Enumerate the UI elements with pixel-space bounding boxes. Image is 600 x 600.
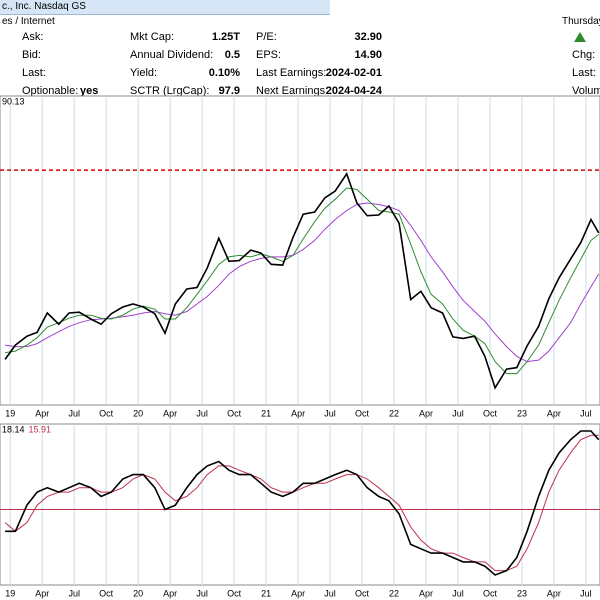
pane xyxy=(0,423,600,586)
pane xyxy=(0,95,600,406)
x-tick-label: 22 xyxy=(389,408,399,418)
label: Next Earnings: xyxy=(256,85,329,97)
x-tick-label: 21 xyxy=(261,588,271,598)
x-tick-label: Apr xyxy=(547,588,561,598)
value: 2024-04-24 xyxy=(325,85,382,97)
value: 2024-02-01 xyxy=(325,67,382,79)
readout: 15.91 xyxy=(29,424,52,434)
x-tick-label: Apr xyxy=(163,588,177,598)
x-tick-label: 23 xyxy=(517,588,527,598)
value: 32.90 xyxy=(354,31,382,43)
label: Ask: xyxy=(22,31,44,43)
title-bar xyxy=(0,0,330,15)
x-tick-label: Apr xyxy=(419,588,433,598)
x-tick-label: Oct xyxy=(483,408,498,418)
series-line xyxy=(5,187,600,375)
value: 1.25T xyxy=(211,31,240,43)
x-tick-label: Oct xyxy=(355,408,370,418)
x-tick-label: 20 xyxy=(133,408,143,418)
header: c., Inc. Nasdaq GS es / Internet Thursda… xyxy=(0,0,600,97)
x-tick-label: Jul xyxy=(196,588,208,598)
value: 97.9 xyxy=(218,85,240,97)
readout: 18.14 xyxy=(2,424,25,434)
day: Thursday xyxy=(562,16,600,27)
x-tick-label: Jul xyxy=(452,588,464,598)
x-tick-label: Jul xyxy=(324,408,336,418)
x-tick-label: Oct xyxy=(227,408,242,418)
label: Yield: xyxy=(130,67,158,79)
x-tick-label: 23 xyxy=(517,408,527,418)
x-tick-label: Apr xyxy=(547,408,561,418)
title: c., Inc. Nasdaq GS xyxy=(2,1,86,12)
label: Last: xyxy=(22,67,46,79)
series-line xyxy=(4,172,600,390)
x-tick-label: 22 xyxy=(389,588,399,598)
x-tick-label: Jul xyxy=(196,408,208,418)
label: Volum xyxy=(572,85,600,97)
x-tick-label: Apr xyxy=(291,588,305,598)
x-tick-label: Jul xyxy=(68,588,80,598)
label: SCTR (LrgCap): xyxy=(130,85,210,97)
label: Optionable: xyxy=(22,85,79,97)
label: Bid: xyxy=(22,49,41,61)
x-tick-label: Apr xyxy=(419,408,433,418)
x-tick-label: 19 xyxy=(5,588,15,598)
x-tick-label: Jul xyxy=(68,408,80,418)
label: Annual Dividend: xyxy=(130,49,214,61)
x-tick-label: Oct xyxy=(227,588,242,598)
x-tick-label: Oct xyxy=(483,588,498,598)
x-tick-label: Apr xyxy=(163,408,177,418)
value: yes xyxy=(80,85,99,97)
x-tick-label: 20 xyxy=(133,588,143,598)
label: Chg: xyxy=(572,49,596,61)
header-icons xyxy=(574,32,586,42)
x-tick-label: Oct xyxy=(99,588,114,598)
series-line xyxy=(5,430,600,576)
label: Last Earnings: xyxy=(256,67,327,79)
value: 14.90 xyxy=(354,49,382,61)
label: P/E: xyxy=(256,31,277,43)
label: Mkt Cap: xyxy=(130,31,175,43)
series-line xyxy=(4,434,599,572)
up-arrow xyxy=(574,32,586,42)
x-tick-label: Jul xyxy=(324,588,336,598)
x-tick-label: Apr xyxy=(35,408,49,418)
x-tick-label: Jul xyxy=(580,408,592,418)
value: 0.10% xyxy=(208,67,240,79)
x-tick-label: 21 xyxy=(261,408,271,418)
x-tick-label: 19 xyxy=(5,408,15,418)
sector: es / Internet xyxy=(2,16,55,27)
x-tick-label: Oct xyxy=(99,408,114,418)
value: 0.5 xyxy=(224,49,240,61)
readout: 90.13 xyxy=(2,96,25,106)
x-tick-label: Jul xyxy=(580,588,592,598)
label: EPS: xyxy=(256,49,282,61)
x-tick-label: Jul xyxy=(452,408,464,418)
x-tick-label: Oct xyxy=(355,588,370,598)
x-tick-label: Apr xyxy=(291,408,305,418)
x-tick-label: Apr xyxy=(35,588,49,598)
label: Last: xyxy=(572,67,596,79)
